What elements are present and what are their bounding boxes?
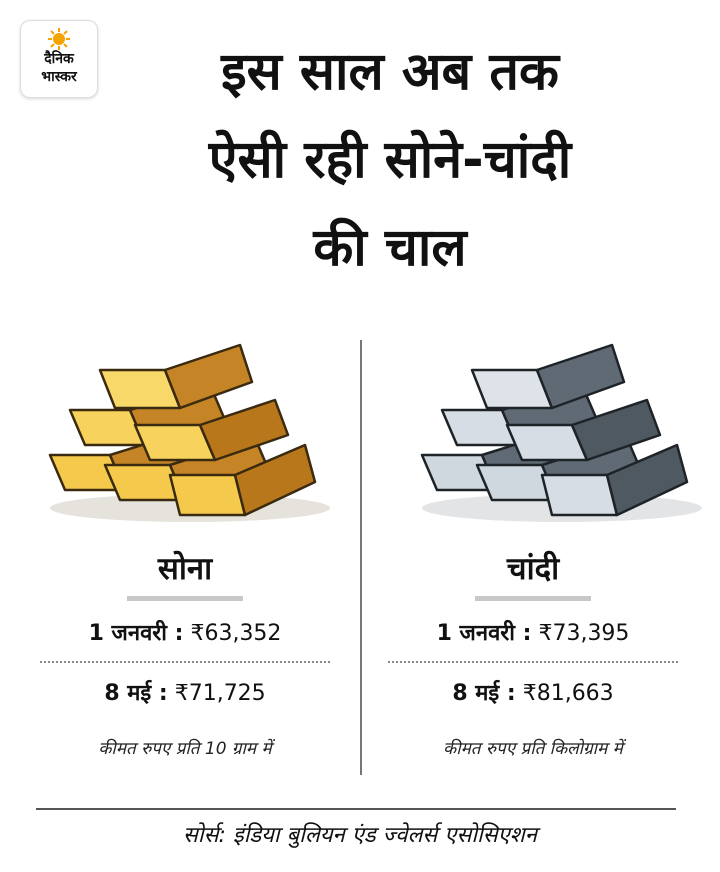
column-divider [360, 340, 362, 775]
logo-text-line1: दैनिक [44, 51, 74, 67]
silver-column: चांदी 1 जनवरी : ₹73,395 8 मई : ₹81,663 क… [388, 548, 678, 761]
gold-title-underline [127, 596, 243, 601]
gold-jan-row: 1 जनवरी : ₹63,352 [40, 619, 330, 649]
gold-jan-label: 1 जनवरी : [88, 621, 184, 646]
headline-line-3: की चाल [313, 218, 467, 278]
gold-may-row: 8 मई : ₹71,725 [40, 679, 330, 709]
silver-unit-note: कीमत रुपए प्रति किलोग्राम में [443, 739, 623, 759]
brand-logo: दैनिक भास्कर [20, 20, 98, 98]
gold-may-label: 8 मई : [104, 681, 168, 706]
headline-line-2: ऐसी रही सोने-चांदी [208, 130, 572, 190]
source-credit: सोर्स: इंडिया बुलियन एंड ज्वेलर्स एसोसिए… [183, 823, 537, 848]
silver-title-underline [475, 596, 591, 601]
gold-dotted-separator [40, 661, 330, 663]
gold-unit-note: कीमत रुपए प्रति 10 ग्राम में [98, 739, 272, 759]
silver-dotted-separator [388, 661, 678, 663]
silver-jan-value: ₹73,395 [538, 621, 630, 646]
silver-may-row: 8 मई : ₹81,663 [388, 679, 678, 709]
gold-may-value: ₹71,725 [174, 681, 266, 706]
silver-jan-label: 1 जनवरी : [436, 621, 532, 646]
headline: इस साल अब तक ऐसी रही सोने-चांदी की चाल [100, 28, 680, 292]
headline-line-1: इस साल अब तक [221, 42, 559, 102]
gold-jan-value: ₹63,352 [190, 621, 282, 646]
silver-jan-row: 1 जनवरी : ₹73,395 [388, 619, 678, 649]
silver-title: चांदी [506, 551, 560, 587]
silver-bars-illustration [420, 343, 702, 522]
silver-may-value: ₹81,663 [522, 681, 614, 706]
gold-column: सोना 1 जनवरी : ₹63,352 8 मई : ₹71,725 की… [40, 548, 330, 761]
gold-title: सोना [157, 551, 213, 587]
footer-rule [36, 808, 676, 810]
logo-text-line2: भास्कर [41, 69, 77, 85]
silver-may-label: 8 मई : [452, 681, 516, 706]
sun-icon [48, 28, 70, 50]
gold-bars-illustration [48, 343, 330, 522]
